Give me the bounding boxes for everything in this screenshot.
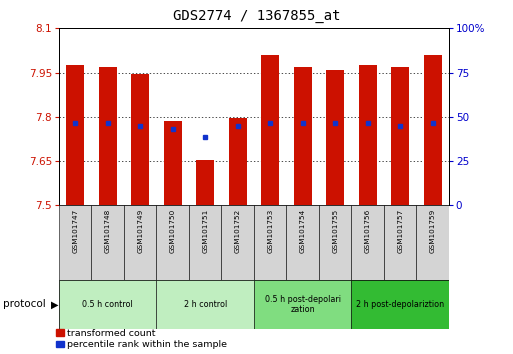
Text: 2 h control: 2 h control: [184, 300, 227, 309]
Text: GSM101748: GSM101748: [105, 209, 111, 253]
Bar: [261, 55, 279, 205]
Bar: [319, 205, 351, 280]
Bar: [131, 74, 149, 205]
Text: protocol: protocol: [3, 299, 45, 309]
Text: GSM101747: GSM101747: [72, 209, 78, 253]
Bar: [384, 205, 417, 280]
Legend: transformed count, percentile rank within the sample: transformed count, percentile rank withi…: [56, 329, 227, 349]
Bar: [156, 280, 254, 329]
Bar: [189, 205, 222, 280]
Text: 0.5 h control: 0.5 h control: [83, 300, 133, 309]
Text: GSM101752: GSM101752: [234, 209, 241, 253]
Text: GSM101759: GSM101759: [429, 209, 436, 253]
Text: GSM101751: GSM101751: [202, 209, 208, 253]
Bar: [196, 160, 214, 205]
Text: GSM101755: GSM101755: [332, 209, 338, 253]
Text: GSM101757: GSM101757: [397, 209, 403, 253]
Bar: [424, 55, 442, 205]
Bar: [417, 205, 449, 280]
Bar: [326, 70, 344, 205]
Bar: [59, 205, 91, 280]
Bar: [66, 65, 84, 205]
Bar: [351, 280, 449, 329]
Bar: [156, 205, 189, 280]
Text: GSM101753: GSM101753: [267, 209, 273, 253]
Bar: [351, 205, 384, 280]
Text: 2 h post-depolariztion: 2 h post-depolariztion: [356, 300, 444, 309]
Text: GSM101749: GSM101749: [137, 209, 143, 253]
Text: 0.5 h post-depolari
zation: 0.5 h post-depolari zation: [265, 295, 341, 314]
Bar: [91, 205, 124, 280]
Bar: [229, 118, 247, 205]
Bar: [391, 67, 409, 205]
Bar: [222, 205, 254, 280]
Bar: [59, 280, 156, 329]
Bar: [359, 65, 377, 205]
Bar: [99, 67, 116, 205]
Text: GSM101756: GSM101756: [365, 209, 371, 253]
Bar: [294, 67, 311, 205]
Text: ▶: ▶: [51, 299, 58, 309]
Bar: [254, 205, 286, 280]
Bar: [164, 121, 182, 205]
Bar: [124, 205, 156, 280]
Text: GSM101754: GSM101754: [300, 209, 306, 253]
Text: GDS2774 / 1367855_at: GDS2774 / 1367855_at: [173, 9, 340, 23]
Text: GSM101750: GSM101750: [170, 209, 176, 253]
Bar: [254, 280, 351, 329]
Bar: [286, 205, 319, 280]
